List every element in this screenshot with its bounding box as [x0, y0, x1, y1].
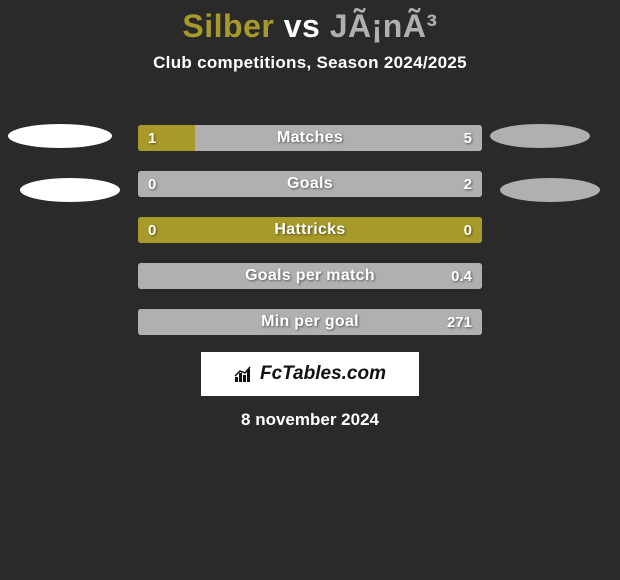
bar-value-right: 271	[447, 309, 472, 335]
logo-text: FcTables.com	[260, 363, 386, 385]
page-title: Silber vs JÃ¡nÃ³	[0, 0, 620, 45]
team-ellipse-team2_top	[490, 124, 590, 148]
subtitle: Club competitions, Season 2024/2025	[0, 53, 620, 73]
bar-label: Matches	[138, 125, 482, 151]
bar-value-right: 2	[464, 171, 472, 197]
title-team2: JÃ¡nÃ³	[330, 8, 438, 44]
bar-value-right: 5	[464, 125, 472, 151]
title-vs: vs	[274, 8, 329, 44]
bar-label: Goals	[138, 171, 482, 197]
team-ellipse-team1_top	[8, 124, 112, 148]
team-ellipse-team1_bot	[20, 178, 120, 202]
bar-value-left: 0	[148, 171, 156, 197]
comparison-bars: Matches15Goals02Hattricks00Goals per mat…	[138, 125, 482, 355]
bar-value-left: 1	[148, 125, 156, 151]
stat-bar: Matches1 5	[138, 125, 482, 151]
bar-value-right: 0.4	[451, 263, 472, 289]
stat-bar: Goals per match0.4	[138, 263, 482, 289]
stat-bar: Hattricks0 0	[138, 217, 482, 243]
bar-label: Goals per match	[138, 263, 482, 289]
stat-bar: Goals0 2	[138, 171, 482, 197]
bar-chart-icon	[234, 365, 256, 383]
bar-value-right: 0	[464, 217, 472, 243]
bar-label: Hattricks	[138, 217, 482, 243]
bar-value-left: 0	[148, 217, 156, 243]
bar-label: Min per goal	[138, 309, 482, 335]
team-ellipse-team2_bot	[500, 178, 600, 202]
stat-bar: Min per goal271	[138, 309, 482, 335]
title-team1: Silber	[182, 8, 274, 44]
date-text: 8 november 2024	[0, 410, 620, 430]
fctables-logo[interactable]: FcTables.com	[201, 352, 419, 396]
